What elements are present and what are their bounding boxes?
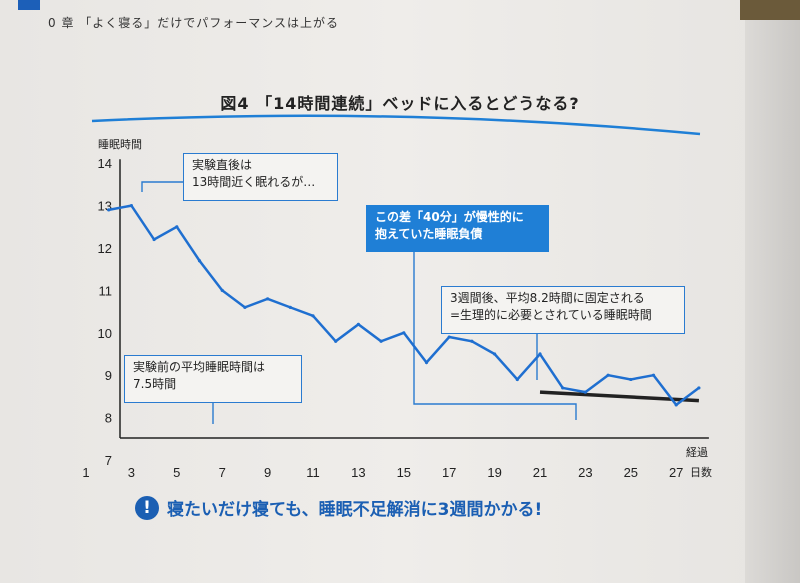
y-tick-label: 10	[98, 326, 112, 341]
data-point	[334, 339, 338, 343]
x-tick-label: 5	[173, 465, 180, 480]
exclamation-icon: !	[135, 495, 159, 520]
data-point	[107, 208, 111, 212]
data-point	[629, 377, 633, 382]
x-tick-label: 25	[624, 465, 638, 480]
data-point	[175, 225, 179, 229]
x-tick-label: 9	[264, 465, 271, 480]
data-point	[379, 339, 383, 343]
x-tick-label: 21	[533, 465, 547, 480]
data-point	[515, 377, 519, 382]
x-tick-label: 19	[487, 465, 501, 480]
x-tick-label: 11	[306, 465, 320, 480]
data-point	[311, 314, 315, 318]
background-edge	[740, 0, 800, 20]
footer-message-text: 寝たいだけ寝ても、睡眠不足解消に3週間かかる!	[167, 500, 543, 520]
x-tick-label: 17	[442, 465, 456, 480]
data-point	[606, 373, 610, 377]
x-tick-label: 3	[128, 465, 135, 480]
data-point	[129, 204, 133, 208]
y-tick-label: 8	[105, 411, 112, 426]
data-point	[470, 339, 474, 343]
y-axis-label: 睡眠時間	[98, 138, 142, 151]
y-tick-label: 7	[105, 453, 112, 468]
figure-title: 図4 「14時間連続」ベッドに入るとどうなる?	[220, 94, 580, 113]
data-point	[243, 305, 247, 309]
chapter-marker	[18, 0, 40, 10]
leader-start	[141, 181, 183, 192]
page-edge	[745, 0, 800, 583]
annotation-fixed: 3週間後、平均8.2時間に固定される =生理的に必要とされている睡眠時間	[441, 286, 685, 334]
leader-debt	[413, 252, 577, 420]
data-point	[447, 335, 451, 339]
reference-line	[539, 390, 699, 403]
data-point	[402, 331, 406, 335]
footer-message: ! 寝たいだけ寝ても、睡眠不足解消に3週間かかる!	[135, 495, 542, 520]
annotation-start: 実験直後は 13時間近く眠れるが…	[183, 153, 338, 201]
x-tick-label: 27	[669, 465, 683, 480]
y-tick-label: 11	[99, 283, 113, 298]
chapter-header: 0 章 「よく寝る」だけでパフォーマンスは上がる	[48, 16, 340, 30]
y-tick-label: 12	[98, 241, 112, 256]
data-point	[674, 403, 678, 407]
annotation-before: 実験前の平均睡眠時間は 7.5時間	[124, 355, 302, 403]
y-tick-label: 9	[105, 368, 112, 383]
x-axis-label-line2: 日数	[690, 466, 712, 479]
data-point	[152, 237, 156, 242]
data-point	[538, 352, 542, 356]
data-point	[651, 373, 656, 377]
annotation-debt: この差「40分」が慢性的に 抱えていた睡眠負債	[366, 205, 549, 252]
data-point	[197, 259, 202, 263]
data-point	[288, 305, 292, 309]
data-point	[583, 390, 588, 394]
data-point	[266, 297, 270, 301]
x-tick-label: 13	[351, 465, 365, 480]
data-point	[697, 386, 701, 390]
x-tick-label: 1	[82, 465, 89, 480]
x-tick-label: 23	[578, 465, 592, 480]
y-tick-label: 13	[98, 199, 112, 214]
y-tick-label: 14	[98, 156, 112, 171]
x-tick-label: 7	[219, 465, 226, 480]
data-point	[561, 386, 565, 390]
data-point	[356, 322, 360, 326]
x-tick-label: 15	[397, 465, 411, 480]
data-point	[220, 288, 224, 292]
data-point	[493, 352, 497, 356]
data-point	[424, 360, 429, 365]
x-axis-label-line1: 経過	[686, 446, 708, 459]
title-underline	[91, 114, 701, 136]
